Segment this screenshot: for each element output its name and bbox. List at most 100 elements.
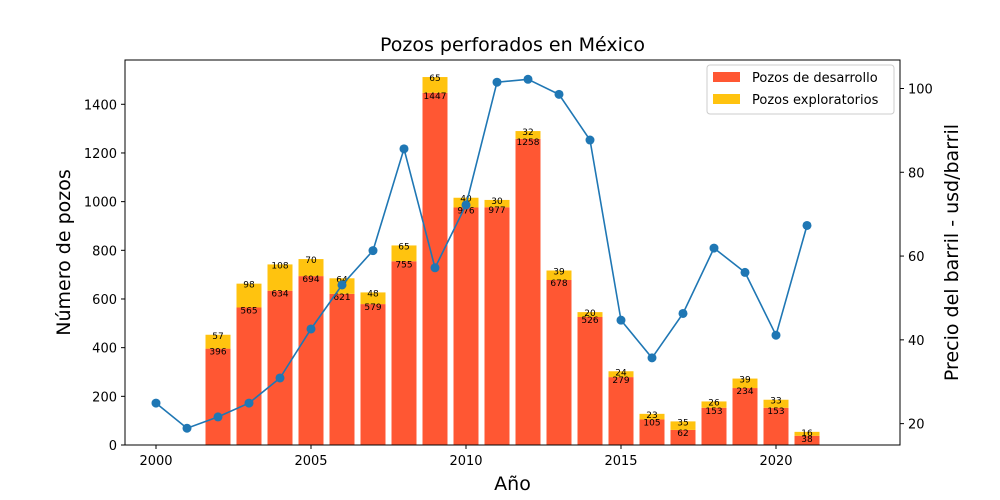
price-point-2014 — [585, 135, 595, 145]
price-point-2017 — [678, 308, 688, 318]
price-point-2011 — [492, 77, 502, 87]
data-label-exploratorios-2006: 64 — [336, 275, 348, 285]
x-tick-label-2000: 2000 — [139, 454, 172, 469]
data-label-desarrollo-2013: 678 — [550, 279, 567, 289]
y2-tick-label-100: 100 — [908, 82, 933, 97]
data-label-exploratorios-2013: 39 — [553, 268, 565, 278]
legend-frame — [706, 64, 895, 115]
data-label-desarrollo-2008: 755 — [395, 260, 412, 270]
price-point-2013 — [554, 89, 564, 99]
data-label-desarrollo-2012: 1258 — [517, 138, 540, 148]
bar-exploratorios-2019 — [732, 378, 758, 389]
y-axis-label: Número de pozos — [53, 169, 75, 335]
x-axis-label: Año — [494, 473, 531, 495]
legend: Pozos de desarrollo Pozos exploratorios — [706, 64, 895, 115]
bar-desarrollo-2005 — [298, 276, 324, 445]
y-tick-label-400: 400 — [92, 342, 117, 357]
bar-desarrollo-2017 — [670, 429, 696, 445]
y-tick-label-200: 200 — [92, 390, 117, 405]
y-tick-label-800: 800 — [92, 244, 117, 259]
bar-desarrollo-2020 — [763, 407, 789, 445]
x-tick-label-2005: 2005 — [294, 454, 327, 469]
bar-exploratorios-2002 — [205, 334, 231, 349]
bar-desarrollo-2008 — [391, 261, 417, 445]
data-label-desarrollo-2020: 153 — [767, 407, 784, 417]
legend-swatch-exploratorios — [713, 94, 740, 104]
axes-frame — [124, 59, 901, 446]
bar-desarrollo-2011 — [484, 207, 510, 445]
data-label-desarrollo-2009: 1447 — [424, 92, 447, 102]
price-point-2020 — [771, 330, 781, 340]
bar-exploratorios-2020 — [763, 399, 789, 408]
bar-labels: 396 57 565 98 634 108 694 70 621 64 579 48 755 65 1447… — [209, 74, 813, 445]
price-point-2004 — [275, 373, 285, 383]
bar-exploratorios-2021 — [794, 431, 820, 436]
y-tick-label-1000: 1000 — [84, 196, 117, 211]
x-tick-label-2015: 2015 — [604, 454, 637, 469]
price-point-2018 — [709, 243, 719, 253]
bar-desarrollo-2018 — [701, 407, 727, 445]
y2-axis-label: Precio del barril - usd/barril — [941, 124, 963, 381]
bar-desarrollo-2014 — [577, 316, 603, 445]
data-label-exploratorios-2009: 65 — [429, 74, 440, 84]
bar-desarrollo-2019 — [732, 388, 758, 445]
y2-tick-label-60: 60 — [908, 250, 925, 265]
data-label-exploratorios-2017: 35 — [677, 418, 688, 428]
bar-desarrollo-2007 — [360, 304, 386, 445]
price-point-2009 — [430, 263, 440, 273]
chart-title: Pozos perforados en México — [380, 34, 645, 56]
y-tick-label-1200: 1200 — [84, 147, 117, 162]
data-label-exploratorios-2003: 98 — [243, 281, 255, 291]
price-point-2000 — [151, 398, 161, 408]
data-label-exploratorios-2020: 33 — [770, 397, 781, 407]
price-point-2005 — [306, 324, 316, 334]
bar-desarrollo-2015 — [608, 377, 634, 445]
data-label-desarrollo-2015: 279 — [612, 376, 629, 386]
y2-tick-label-40: 40 — [908, 334, 925, 349]
data-label-exploratorios-2016: 23 — [646, 411, 657, 421]
data-label-desarrollo-2006: 621 — [333, 293, 350, 303]
bar-desarrollo-2002 — [205, 348, 231, 445]
axes: 2000 2005 2010 2015 202002004006008001000120… — [84, 59, 933, 469]
data-label-exploratorios-2002: 57 — [212, 332, 223, 342]
price-point-2008 — [399, 144, 409, 154]
bar-exploratorios-2013 — [546, 270, 572, 280]
bar-desarrollo-2006 — [329, 293, 355, 445]
data-label-desarrollo-2010: 976 — [457, 206, 474, 216]
legend-label-desarrollo: Pozos de desarrollo — [752, 71, 878, 86]
data-label-desarrollo-2018: 153 — [705, 407, 722, 417]
bar-desarrollo-2013 — [546, 280, 572, 445]
data-label-desarrollo-2016: 105 — [643, 418, 660, 428]
price-line — [155, 78, 808, 430]
data-label-exploratorios-2021: 16 — [801, 429, 813, 439]
bar-exploratorios-2018 — [701, 401, 727, 408]
x-tick-label-2020: 2020 — [759, 454, 792, 469]
bar-exploratorios-2017 — [670, 421, 696, 430]
bar-exploratorios-2014 — [577, 312, 603, 317]
bar-exploratorios-2015 — [608, 371, 634, 378]
data-label-desarrollo-2021: 38 — [801, 435, 813, 445]
data-label-exploratorios-2004: 108 — [271, 261, 288, 271]
bar-exploratorios-2003 — [236, 283, 262, 308]
y2-tick-label-80: 80 — [908, 166, 925, 181]
bar-exploratorios-2007 — [360, 292, 386, 305]
bar-exploratorios-2004 — [267, 264, 293, 291]
price-point-2007 — [368, 246, 378, 256]
data-label-exploratorios-2019: 39 — [739, 376, 751, 386]
price-point-2001 — [182, 423, 192, 433]
bar-desarrollo-2021 — [794, 435, 820, 445]
data-label-exploratorios-2011: 30 — [491, 197, 503, 207]
price-point-2019 — [740, 267, 750, 277]
price-point-2021 — [802, 220, 812, 230]
data-label-desarrollo-2007: 579 — [364, 303, 381, 313]
bar-desarrollo-2003 — [236, 307, 262, 445]
data-label-exploratorios-2010: 40 — [460, 195, 472, 205]
y2-tick-label-20: 20 — [908, 418, 925, 433]
x-tick-label-2010: 2010 — [449, 454, 482, 469]
bar-exploratorios-2005 — [298, 259, 324, 277]
y-tick-label-1400: 1400 — [84, 98, 117, 113]
data-label-desarrollo-2011: 977 — [488, 206, 505, 216]
bar-exploratorios-2012 — [515, 131, 541, 139]
price-point-2012 — [523, 74, 533, 84]
